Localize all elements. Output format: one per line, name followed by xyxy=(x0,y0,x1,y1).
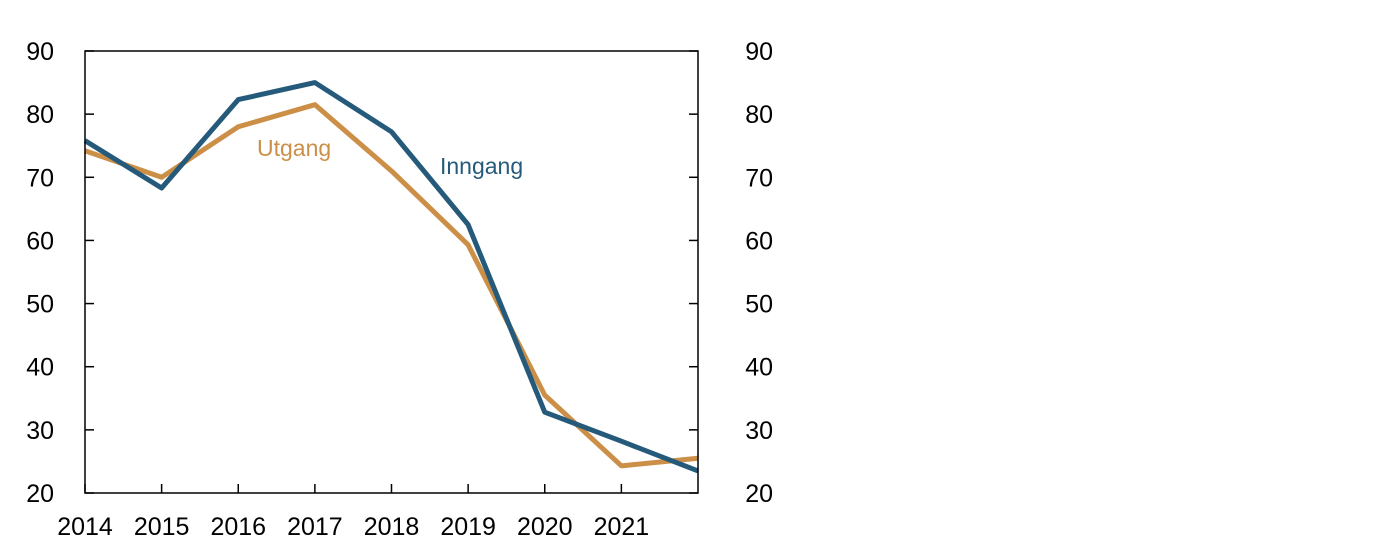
x-tick-label: 2021 xyxy=(594,513,650,541)
y-tick-label-left: 40 xyxy=(26,354,54,382)
x-axis: 2014 2015 2016 2017 2018 2019 2020 2021 xyxy=(57,484,649,541)
y-tick-label-left: 80 xyxy=(26,101,54,129)
y-tick-label-left: 30 xyxy=(26,417,54,445)
y-tick-label-right: 50 xyxy=(745,291,773,319)
y-tick-label-right: 30 xyxy=(745,417,773,445)
plot-frame xyxy=(84,50,699,494)
series-label-inngang: Inngang xyxy=(440,153,523,179)
x-tick-label: 2019 xyxy=(440,513,496,541)
y-tick-label-right: 60 xyxy=(745,227,773,255)
y-tick-label-left: 90 xyxy=(26,38,54,66)
left-y-axis: 20 30 40 50 60 70 80 90 xyxy=(26,38,94,508)
x-tick-label: 2014 xyxy=(57,513,113,541)
x-tick-label: 2016 xyxy=(210,513,266,541)
y-tick-label-left: 20 xyxy=(26,480,54,508)
series-line-inngang xyxy=(83,80,699,474)
series-layer xyxy=(83,80,699,474)
series-line-utgang xyxy=(84,102,699,469)
y-tick-label-right: 80 xyxy=(745,101,773,129)
y-tick-label-left: 50 xyxy=(26,291,54,319)
x-tick-label: 2017 xyxy=(287,513,343,541)
x-tick-label: 2020 xyxy=(517,513,573,541)
x-tick-label: 2015 xyxy=(134,513,190,541)
y-tick-label-left: 70 xyxy=(26,164,54,192)
y-tick-label-right: 20 xyxy=(745,480,773,508)
x-tick-label: 2018 xyxy=(364,513,420,541)
y-tick-label-right: 70 xyxy=(745,164,773,192)
y-tick-label-right: 40 xyxy=(745,354,773,382)
y-tick-label-right: 90 xyxy=(745,38,773,66)
y-tick-label-left: 60 xyxy=(26,227,54,255)
right-y-axis: 20 30 40 50 60 70 80 90 xyxy=(689,38,773,508)
series-label-utgang: Utgang xyxy=(257,135,331,161)
